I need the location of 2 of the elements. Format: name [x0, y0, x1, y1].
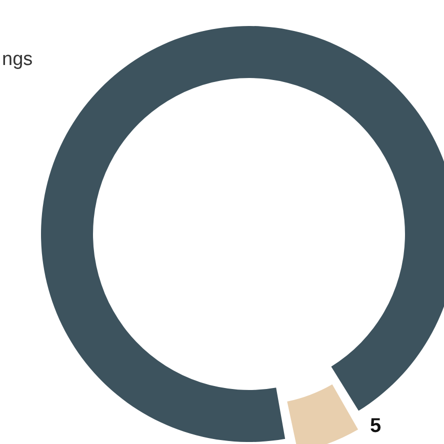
data-label: 5	[370, 415, 382, 437]
slice-label: ngs	[2, 49, 33, 70]
